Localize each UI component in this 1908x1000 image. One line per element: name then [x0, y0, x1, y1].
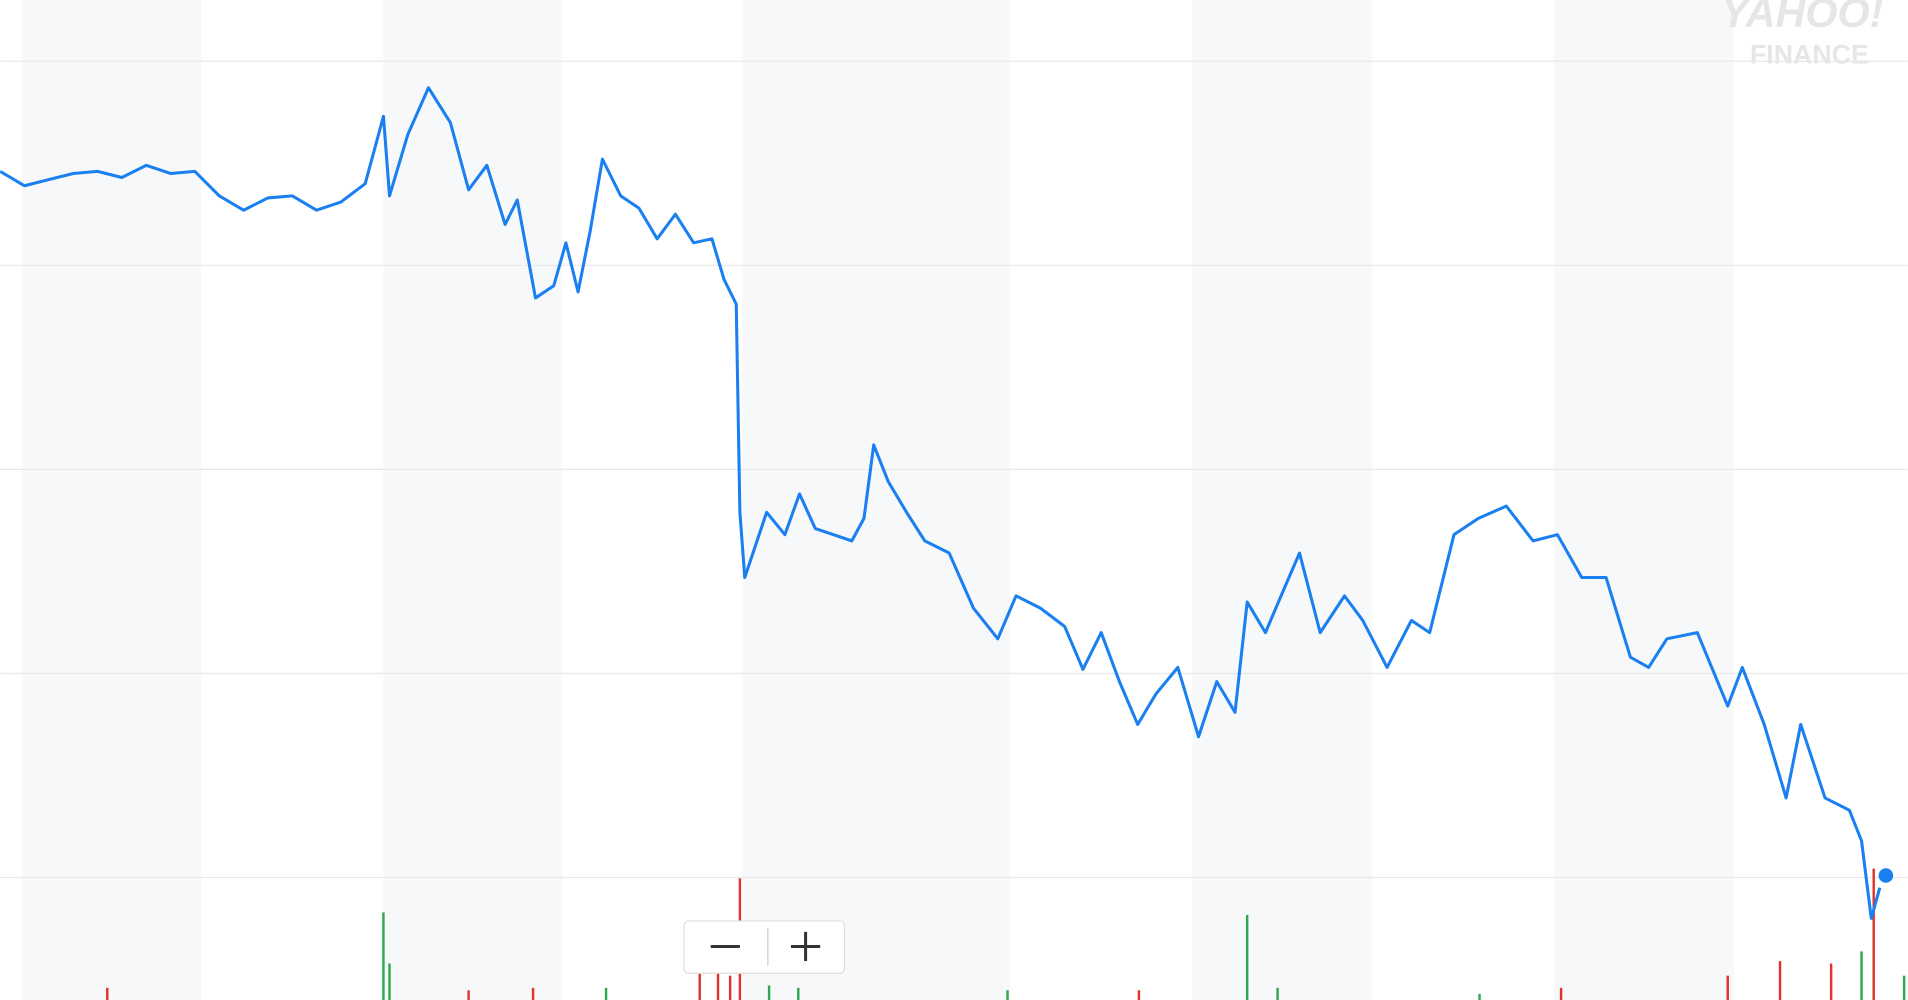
- volume-bar: [1137, 990, 1141, 1000]
- volume-bar: [531, 987, 535, 1000]
- price-line: [0, 86, 1882, 920]
- period-bands: [22, 0, 1734, 1000]
- volume-bar: [716, 963, 720, 1000]
- volume-bar: [1245, 914, 1249, 1000]
- volume-bar: [1778, 961, 1782, 1000]
- volume: [106, 868, 1906, 1000]
- watermark: FINANCE: [1750, 39, 1869, 69]
- band: [1192, 0, 1373, 1000]
- grid: [0, 60, 1908, 879]
- volume-bar: [1726, 975, 1729, 1000]
- zoom-out-button[interactable]: [685, 922, 767, 972]
- volume-bar: [382, 912, 385, 1000]
- band: [383, 0, 563, 1000]
- volume-bar: [1276, 987, 1279, 1000]
- band: [22, 0, 201, 1000]
- volume-bar: [604, 987, 608, 1000]
- volume-bar: [106, 987, 109, 1000]
- volume-bar: [1559, 987, 1563, 1000]
- volume-bar: [698, 969, 701, 1000]
- zoom-in-button[interactable]: [769, 922, 843, 972]
- volume-bar: [1478, 993, 1481, 1000]
- volume-bar: [767, 985, 771, 1000]
- volume-bar: [467, 990, 470, 1000]
- volume-bar: [1902, 975, 1906, 1000]
- volume-bar: [1006, 990, 1009, 1000]
- volume-bar: [1872, 868, 1875, 1000]
- volume-bar: [1860, 951, 1863, 1000]
- plot: [0, 86, 1894, 920]
- volume-bar: [728, 975, 732, 1000]
- band: [742, 0, 1010, 1000]
- volume-bar: [388, 963, 391, 1000]
- zoom-controls: [683, 920, 846, 974]
- last-point: [1878, 868, 1894, 883]
- volume-bar: [1829, 963, 1833, 1000]
- watermark: YAHOO!: [1721, 0, 1884, 36]
- band: [1553, 0, 1734, 1000]
- volume-bar: [797, 987, 800, 1000]
